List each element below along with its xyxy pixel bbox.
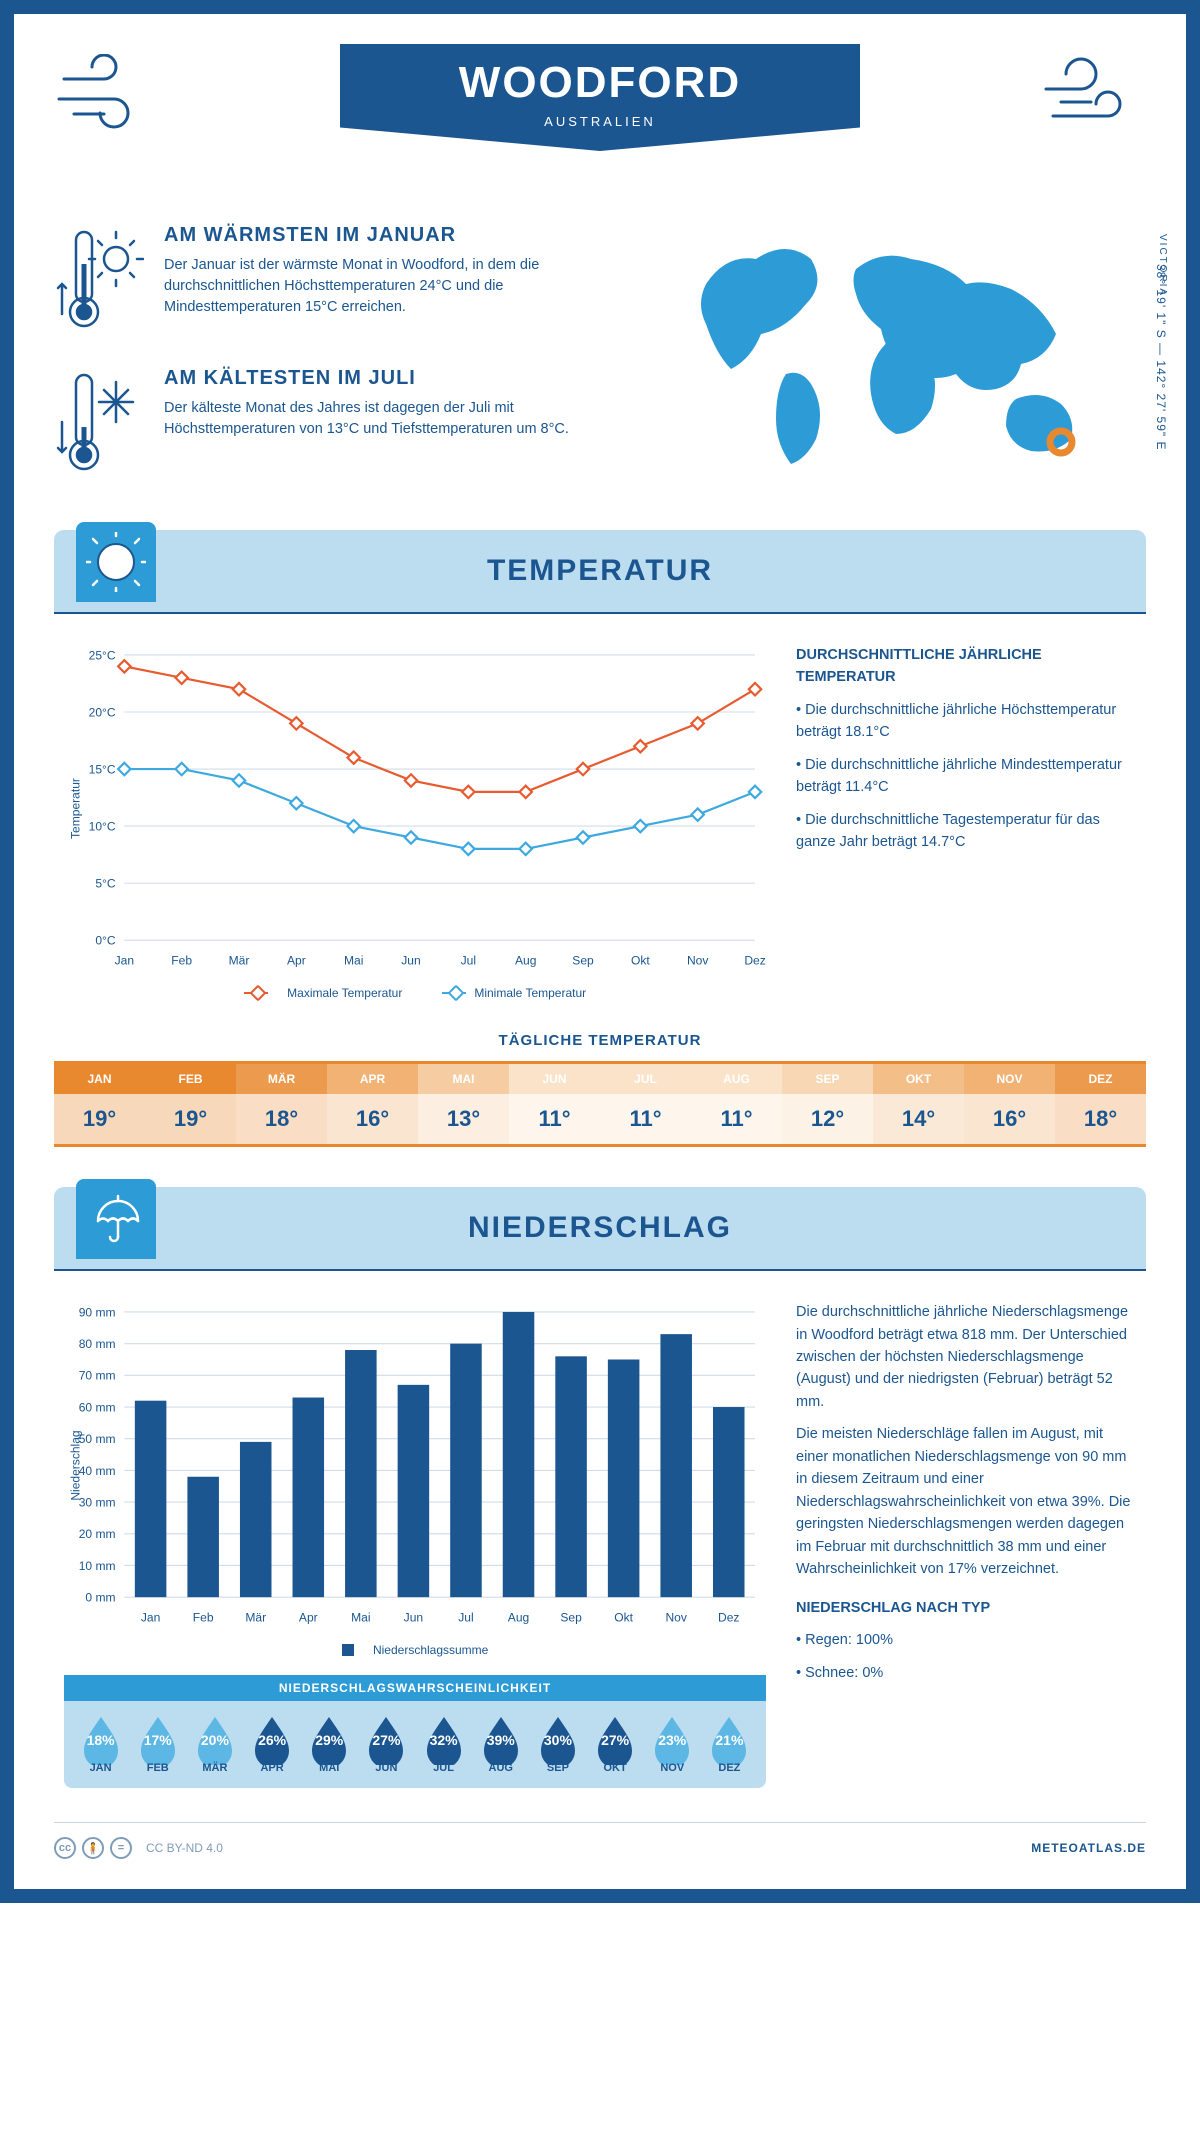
svg-text:30 mm: 30 mm xyxy=(79,1496,116,1510)
svg-text:Dez: Dez xyxy=(744,953,765,967)
daily-temp-title: TÄGLICHE TEMPERATUR xyxy=(54,1032,1146,1049)
header: WOODFORD AUSTRALIEN xyxy=(54,44,1146,214)
svg-text:25°C: 25°C xyxy=(89,648,116,662)
daily-temp-table: JANFEBMÄRAPRMAIJUNJULAUGSEPOKTNOVDEZ19°1… xyxy=(54,1061,1146,1147)
svg-text:20 mm: 20 mm xyxy=(79,1527,116,1541)
svg-text:50 mm: 50 mm xyxy=(79,1432,116,1446)
svg-text:Mär: Mär xyxy=(229,953,250,967)
temperature-section-header: TEMPERATUR xyxy=(54,530,1146,614)
svg-text:Jul: Jul xyxy=(461,953,476,967)
thermometer-cold-icon xyxy=(54,367,144,482)
section-title: NIEDERSCHLAG xyxy=(54,1211,1146,1245)
svg-text:Apr: Apr xyxy=(299,1610,318,1624)
license-badges: cc 🧍 = CC BY-ND 4.0 xyxy=(54,1837,223,1859)
coords-label: 38° 19' 1" S — 142° 27' 59" E xyxy=(1154,264,1168,450)
city-title: WOODFORD xyxy=(340,58,860,108)
fact-coldest: AM KÄLTESTEN IM JULI Der kälteste Monat … xyxy=(54,367,636,482)
precipitation-probability: NIEDERSCHLAGSWAHRSCHEINLICHKEIT 18%JAN17… xyxy=(64,1675,766,1788)
footer: cc 🧍 = CC BY-ND 4.0 METEOATLAS.DE xyxy=(54,1822,1146,1859)
svg-text:15°C: 15°C xyxy=(89,762,116,776)
site-name: METEOATLAS.DE xyxy=(1031,1841,1146,1855)
cc-icon: cc xyxy=(54,1837,76,1859)
temperature-line-chart: 0°C 5°C 10°C 15°C 20°C 25°C Jan Feb Mär Apr Mai Jun… xyxy=(64,644,766,973)
svg-text:Aug: Aug xyxy=(508,1610,529,1624)
chart-legend: Niederschlagssumme xyxy=(64,1643,766,1657)
svg-text:Mai: Mai xyxy=(351,1610,370,1624)
svg-text:Niederschlag: Niederschlag xyxy=(68,1430,82,1500)
svg-text:Nov: Nov xyxy=(687,953,708,967)
svg-text:Dez: Dez xyxy=(718,1610,739,1624)
svg-text:Apr: Apr xyxy=(287,953,306,967)
svg-text:40 mm: 40 mm xyxy=(79,1464,116,1478)
wind-icon xyxy=(1036,54,1146,139)
svg-text:Mär: Mär xyxy=(245,1610,266,1624)
svg-text:Sep: Sep xyxy=(572,953,594,967)
svg-text:Jul: Jul xyxy=(458,1610,473,1624)
svg-text:Okt: Okt xyxy=(631,953,650,967)
svg-text:Mai: Mai xyxy=(344,953,363,967)
svg-text:70 mm: 70 mm xyxy=(79,1369,116,1383)
facts-row: AM WÄRMSTEN IM JANUAR Der Januar ist der… xyxy=(54,224,1146,510)
fact-text: Der Januar ist der wärmste Monat in Wood… xyxy=(164,255,636,318)
thermometer-hot-icon xyxy=(54,224,144,339)
umbrella-icon xyxy=(76,1179,156,1259)
svg-text:Sep: Sep xyxy=(560,1610,582,1624)
svg-text:60 mm: 60 mm xyxy=(79,1400,116,1414)
svg-text:0°C: 0°C xyxy=(95,934,116,948)
svg-text:Feb: Feb xyxy=(193,1610,214,1624)
svg-text:Temperatur: Temperatur xyxy=(68,778,82,839)
precipitation-bar-chart: 0 mm 10 mm 20 mm 30 mm 40 mm 50 mm 60 mm 70 mm 8… xyxy=(64,1301,766,1630)
title-banner: WOODFORD AUSTRALIEN xyxy=(340,44,860,151)
svg-text:0 mm: 0 mm xyxy=(85,1591,115,1605)
precipitation-section-header: NIEDERSCHLAG xyxy=(54,1187,1146,1271)
svg-text:Jan: Jan xyxy=(115,953,134,967)
chart-legend: Maximale Temperatur Minimale Temperatur xyxy=(64,986,766,1000)
wind-icon xyxy=(54,54,164,139)
license-text: CC BY-ND 4.0 xyxy=(146,1841,223,1855)
by-icon: 🧍 xyxy=(82,1837,104,1859)
fact-warmest: AM WÄRMSTEN IM JANUAR Der Januar ist der… xyxy=(54,224,636,339)
sun-icon xyxy=(76,522,156,602)
fact-text: Der kälteste Monat des Jahres ist dagege… xyxy=(164,398,636,440)
svg-text:10 mm: 10 mm xyxy=(79,1559,116,1573)
svg-text:Jan: Jan xyxy=(141,1610,160,1624)
svg-text:90 mm: 90 mm xyxy=(79,1305,116,1319)
svg-text:Okt: Okt xyxy=(614,1610,633,1624)
precipitation-summary: Die durchschnittliche jährliche Niedersc… xyxy=(796,1301,1136,1788)
svg-text:Jun: Jun xyxy=(404,1610,423,1624)
svg-text:Nov: Nov xyxy=(665,1610,686,1624)
svg-text:20°C: 20°C xyxy=(89,705,116,719)
svg-text:80 mm: 80 mm xyxy=(79,1337,116,1351)
section-title: TEMPERATUR xyxy=(54,554,1146,588)
fact-title: AM WÄRMSTEN IM JANUAR xyxy=(164,224,636,247)
svg-text:10°C: 10°C xyxy=(89,819,116,833)
svg-text:5°C: 5°C xyxy=(95,877,116,891)
fact-title: AM KÄLTESTEN IM JULI xyxy=(164,367,636,390)
svg-text:Feb: Feb xyxy=(171,953,192,967)
country-subtitle: AUSTRALIEN xyxy=(340,114,860,129)
svg-text:Aug: Aug xyxy=(515,953,536,967)
world-map: VICTORIA 38° 19' 1" S — 142° 27' 59" E xyxy=(666,224,1146,510)
nd-icon: = xyxy=(110,1837,132,1859)
temperature-summary: DURCHSCHNITTLICHE JÄHRLICHE TEMPERATUR •… xyxy=(796,644,1136,1000)
svg-text:Jun: Jun xyxy=(401,953,420,967)
